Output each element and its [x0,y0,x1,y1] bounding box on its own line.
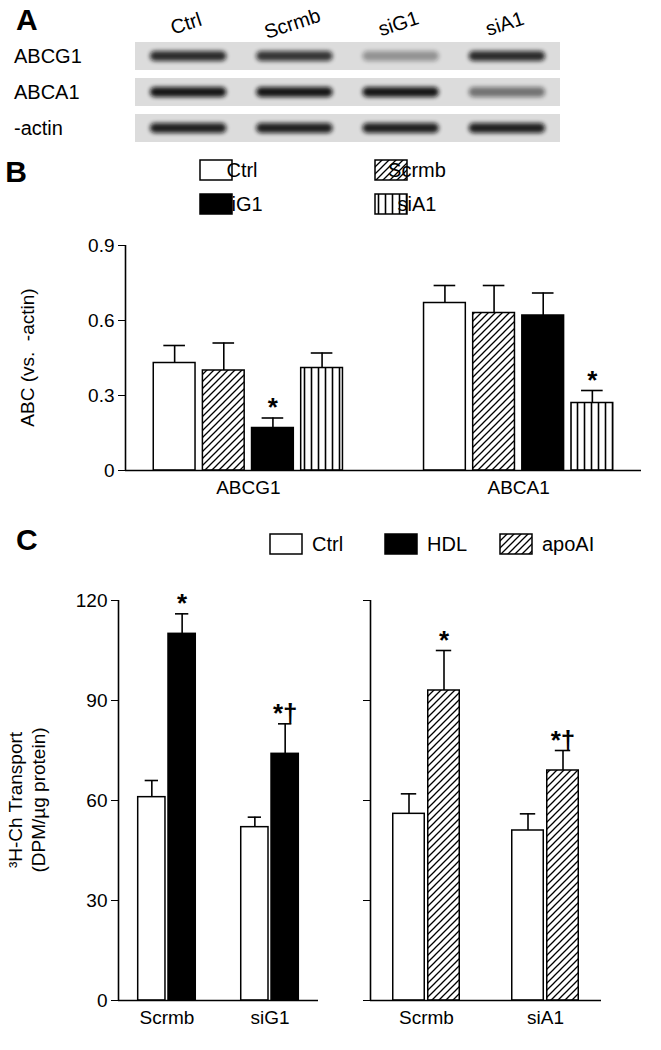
svg-text:C: C [16,523,38,556]
svg-text:*: * [439,625,450,655]
svg-text:HDL: HDL [427,533,467,555]
svg-text:ABCA1: ABCA1 [14,81,80,103]
svg-text:*†: *† [551,725,576,755]
svg-text:siA1: siA1 [527,1007,564,1028]
svg-text:0: 0 [104,460,115,481]
svg-text:B: B [5,155,27,188]
svg-text:Ctrl: Ctrl [312,533,343,555]
svg-text:siG1: siG1 [221,193,262,215]
svg-text:120: 120 [76,590,108,611]
svg-text:60: 60 [86,790,107,811]
svg-text:0.9: 0.9 [88,235,114,256]
svg-text:siA1: siA1 [483,7,527,40]
svg-text:0: 0 [97,990,108,1011]
svg-text:siG1: siG1 [250,1007,289,1028]
svg-text:*†: *† [273,698,298,728]
svg-text:Scrmb: Scrmb [388,159,446,181]
svg-text:*: * [268,392,279,422]
svg-text:³H-Ch Transport(DPM/µg protein: ³H-Ch Transport(DPM/µg protein) [5,727,49,872]
svg-text:90: 90 [86,690,107,711]
svg-text:Scrmb: Scrmb [399,1007,454,1028]
svg-text:Scrmb: Scrmb [261,4,323,43]
svg-text:apoAI: apoAI [542,533,594,555]
svg-text:0.6: 0.6 [88,310,114,331]
svg-text:ABC (vs. -actin): ABC (vs. -actin) [17,288,38,426]
svg-text:Scrmb: Scrmb [140,1007,195,1028]
svg-text:ABCA1: ABCA1 [487,477,549,498]
svg-text:*: * [587,365,598,395]
svg-text:ABCG1: ABCG1 [216,477,280,498]
svg-text:-actin: -actin [14,117,63,139]
svg-text:0.3: 0.3 [88,385,114,406]
svg-text:siG1: siG1 [376,7,422,41]
svg-text:Ctrl: Ctrl [226,159,257,181]
svg-text:Ctrl: Ctrl [168,8,204,39]
svg-text:A: A [16,3,38,36]
svg-text:ABCG1: ABCG1 [14,45,82,67]
svg-text:*: * [177,588,188,618]
svg-text:siA1: siA1 [398,193,437,215]
svg-text:30: 30 [86,890,107,911]
